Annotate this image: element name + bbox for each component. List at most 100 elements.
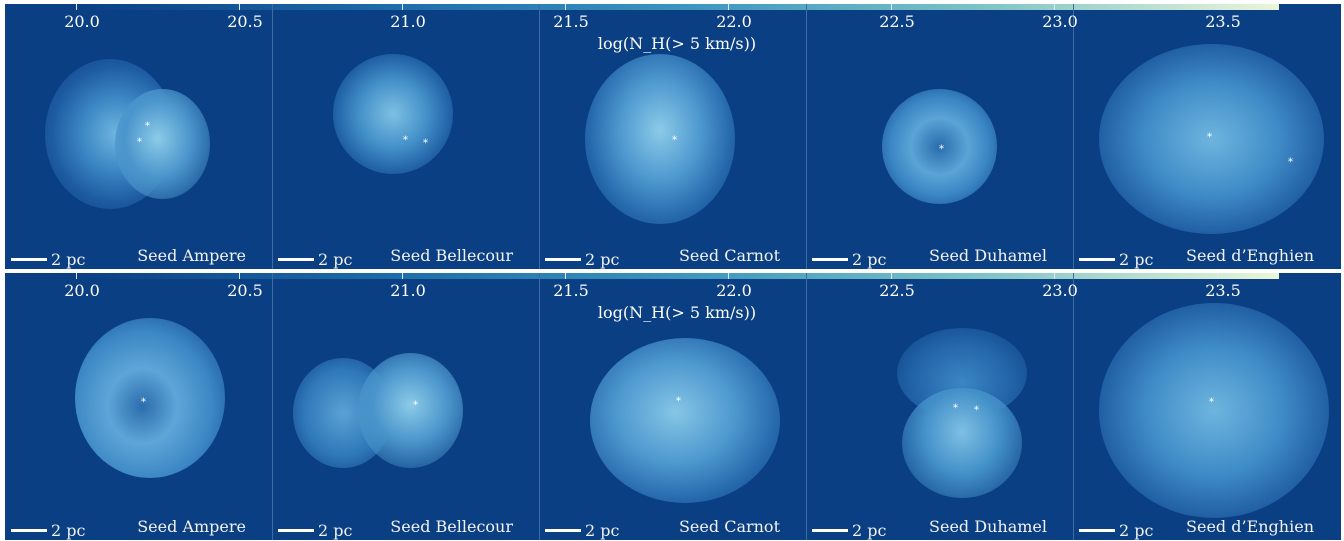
colorbar-tick (1217, 4, 1218, 10)
star-icon: * (939, 144, 944, 155)
panel-ampere: * * (5, 4, 272, 269)
star-icon: * (403, 135, 408, 146)
colorbar-tick (1217, 273, 1218, 279)
gas-cloud (75, 318, 225, 478)
seed-label: Seed Ampere (137, 517, 246, 536)
seed-label: Seed Bellecour (390, 517, 513, 536)
figure-row-bottom: * * * * * * 20.0 20.5 21.0 21.5 22.0 22.… (5, 273, 1341, 540)
star-icon: * (953, 403, 958, 414)
panel-duhamel: * (806, 4, 1074, 269)
scale-bar-label: 2 pc (318, 250, 353, 269)
gas-cloud (585, 54, 735, 224)
colorbar-tick-label: 20.0 (64, 12, 100, 31)
colorbar-tick-label: 20.5 (227, 281, 263, 300)
scale-bar (11, 529, 47, 532)
colorbar-tick-label: 23.5 (1205, 281, 1241, 300)
scale-bar-label: 2 pc (51, 521, 86, 540)
scale-bar-label: 2 pc (852, 250, 887, 269)
colorbar-tick-label: 22.5 (879, 281, 915, 300)
colorbar-tick-label: 21.0 (390, 281, 426, 300)
star-icon: * (974, 405, 979, 416)
seed-label: Seed Ampere (137, 246, 246, 265)
scale-bar (278, 529, 314, 532)
colorbar-tick-label: 23.5 (1205, 12, 1241, 31)
colorbar-tick (891, 4, 892, 10)
colorbar-tick (1054, 273, 1055, 279)
gas-cloud (882, 89, 997, 204)
colorbar-tick-label: 20.0 (64, 281, 100, 300)
scale-bar-label: 2 pc (585, 250, 620, 269)
colorbar-tick-label: 22.0 (716, 281, 752, 300)
colorbar (77, 273, 1279, 279)
gas-cloud (590, 338, 780, 503)
panel-bellecour: * (272, 273, 540, 540)
colorbar-tick-label: 21.5 (553, 12, 589, 31)
gas-cloud (1099, 44, 1324, 234)
colorbar (77, 4, 1279, 10)
panel-bellecour: * * (272, 4, 540, 269)
colorbar-tick-label: 22.5 (879, 12, 915, 31)
scale-bar-label: 2 pc (1119, 250, 1154, 269)
colorbar-tick-label: 21.0 (390, 12, 426, 31)
panel-carnot: * (539, 4, 807, 269)
gas-cloud (333, 54, 453, 174)
seed-label: Seed d’Enghien (1186, 246, 1314, 265)
scale-bar-label: 2 pc (852, 521, 887, 540)
scale-bar-label: 2 pc (1119, 521, 1154, 540)
seed-label: Seed Duhamel (929, 517, 1047, 536)
panel-denghien: * (1073, 273, 1341, 540)
seed-label: Seed Carnot (678, 246, 780, 265)
star-icon: * (413, 400, 418, 411)
gas-cloud (902, 388, 1022, 498)
panel-ampere: * (5, 273, 272, 540)
scale-bar (545, 529, 581, 532)
colorbar-tick (728, 273, 729, 279)
colorbar-tick (239, 273, 240, 279)
scale-bar-label: 2 pc (585, 521, 620, 540)
scale-bar (812, 258, 848, 261)
colorbar-tick (239, 4, 240, 10)
scale-bar (278, 258, 314, 261)
star-icon: * (1209, 397, 1214, 408)
colorbar-tick-label: 23.0 (1042, 12, 1078, 31)
colorbar-tick (728, 4, 729, 10)
seed-label: Seed d’Enghien (1186, 517, 1314, 536)
colorbar-tick (76, 273, 77, 279)
scale-bar (812, 529, 848, 532)
star-icon: * (672, 135, 677, 146)
scale-bar-label: 2 pc (318, 521, 353, 540)
colorbar-tick (402, 273, 403, 279)
figure-row-top: * * * * * * * * 20.0 20.5 21.0 21.5 22.0… (5, 4, 1341, 269)
seed-label: Seed Bellecour (390, 246, 513, 265)
colorbar-tick-label: 22.0 (716, 12, 752, 31)
star-icon: * (1288, 157, 1293, 168)
star-icon: * (676, 396, 681, 407)
gas-cloud (1099, 303, 1329, 518)
star-icon: * (141, 397, 146, 408)
scale-bar (1079, 258, 1115, 261)
colorbar-tick-label: 21.5 (553, 281, 589, 300)
star-icon: * (145, 121, 150, 132)
scale-bar (11, 258, 47, 261)
colorbar-tick-label: 20.5 (227, 12, 263, 31)
panel-duhamel: * * (806, 273, 1074, 540)
star-icon: * (137, 137, 142, 148)
scale-bar-label: 2 pc (51, 250, 86, 269)
seed-label: Seed Duhamel (929, 246, 1047, 265)
colorbar-tick-label: 23.0 (1042, 281, 1078, 300)
colorbar-tick (1054, 4, 1055, 10)
colorbar-tick (402, 4, 403, 10)
star-icon: * (1207, 132, 1212, 143)
gas-cloud (115, 89, 210, 199)
panel-denghien: * * (1073, 4, 1341, 269)
colorbar-tick (565, 273, 566, 279)
star-icon: * (423, 138, 428, 149)
scale-bar (545, 258, 581, 261)
gas-cloud (358, 353, 463, 468)
scale-bar (1079, 529, 1115, 532)
colorbar-tick (565, 4, 566, 10)
colorbar-label: log(N_H(> 5 km/s)) (597, 34, 757, 53)
seed-label: Seed Carnot (678, 517, 780, 536)
panel-carnot: * (539, 273, 807, 540)
colorbar-tick (76, 4, 77, 10)
